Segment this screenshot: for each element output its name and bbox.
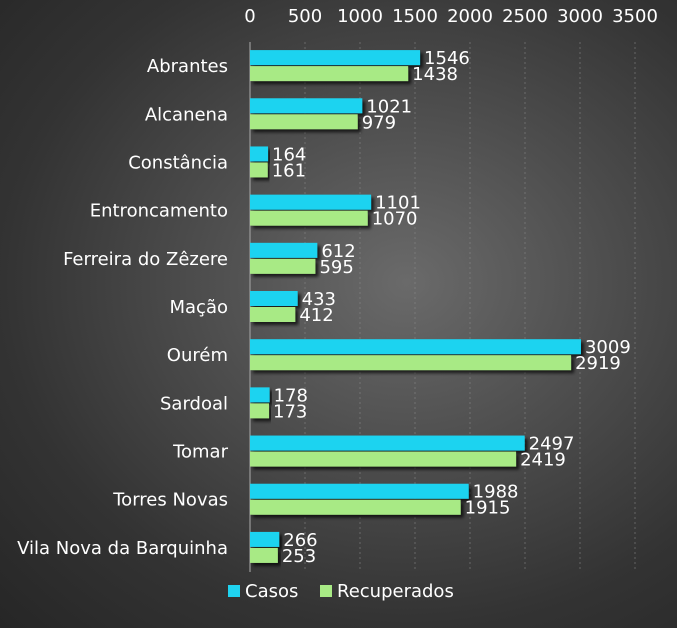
bar-recuperados <box>250 114 358 130</box>
data-label: 1101 <box>375 193 421 214</box>
data-label: 1021 <box>366 96 412 117</box>
category-label: Alcanena <box>145 104 228 125</box>
x-tick-label: 3500 <box>612 6 658 27</box>
category-label: Ferreira do Zêzere <box>63 249 228 270</box>
category-label: Vila Nova da Barquinha <box>17 538 228 559</box>
x-tick-label: 2000 <box>447 6 493 27</box>
category-label: Sardoal <box>160 393 228 414</box>
bar-recuperados <box>250 162 268 178</box>
data-label: 161 <box>272 160 306 181</box>
data-label: 433 <box>302 289 336 310</box>
data-label: 253 <box>282 546 316 567</box>
data-label: 173 <box>273 401 307 422</box>
bar-recuperados <box>250 403 270 419</box>
legend-swatch <box>320 585 332 597</box>
x-tick-label: 2500 <box>502 6 548 27</box>
category-label: Torres Novas <box>112 490 228 511</box>
bar-recuperados <box>250 547 278 563</box>
bar-casos <box>250 531 280 547</box>
category-label: Tomar <box>172 442 229 463</box>
gridlines <box>304 42 636 572</box>
category-label: Ourém <box>167 345 228 366</box>
bar-casos <box>250 242 318 258</box>
bar-casos <box>250 339 581 355</box>
data-label: 178 <box>274 385 308 406</box>
x-tick-label: 3000 <box>557 6 603 27</box>
x-axis-ticks: 0 500 1000 1500 2000 2500 3000 3500 <box>244 6 658 27</box>
data-label: 1070 <box>372 209 418 230</box>
data-label: 3009 <box>585 337 631 358</box>
legend: Casos Recuperados <box>228 581 454 602</box>
data-label: 1438 <box>412 64 458 85</box>
bar-recuperados <box>250 66 409 82</box>
bar-recuperados <box>250 499 461 515</box>
bar-casos <box>250 291 298 306</box>
data-label: 979 <box>362 112 396 133</box>
bar-recuperados <box>250 258 316 274</box>
bar-recuperados <box>250 355 572 371</box>
category-label: Mação <box>170 297 229 318</box>
x-tick-label: 1000 <box>337 6 383 27</box>
bar-recuperados <box>250 451 517 467</box>
bar-casos <box>250 387 270 403</box>
bar-casos <box>250 98 363 114</box>
bar-casos <box>250 194 372 210</box>
data-label: 2919 <box>575 353 621 374</box>
bars <box>250 50 581 563</box>
bar-recuperados <box>250 307 296 322</box>
legend-swatch <box>228 585 240 597</box>
data-label: 412 <box>299 305 333 326</box>
legend-label: Recuperados <box>337 581 454 602</box>
data-label: 1915 <box>465 498 511 519</box>
bar-casos <box>250 146 269 162</box>
category-label: Entroncamento <box>90 201 228 222</box>
data-label: 2419 <box>520 450 566 471</box>
x-tick-label: 0 <box>244 6 255 27</box>
bar-casos <box>250 50 421 66</box>
data-label: 595 <box>319 257 353 278</box>
data-label: 1546 <box>424 48 470 69</box>
bar-casos <box>250 483 469 499</box>
data-label: 1988 <box>473 482 519 503</box>
data-label: 266 <box>283 530 317 551</box>
data-label: 2497 <box>529 434 575 455</box>
category-label: Constância <box>128 152 228 173</box>
bar-recuperados <box>250 210 368 226</box>
category-label: Abrantes <box>147 56 228 77</box>
data-label: 612 <box>321 241 355 262</box>
x-tick-label: 1500 <box>392 6 438 27</box>
legend-label: Casos <box>245 581 298 602</box>
bar-casos <box>250 435 525 451</box>
x-tick-label: 500 <box>288 6 322 27</box>
data-label: 164 <box>272 144 306 165</box>
